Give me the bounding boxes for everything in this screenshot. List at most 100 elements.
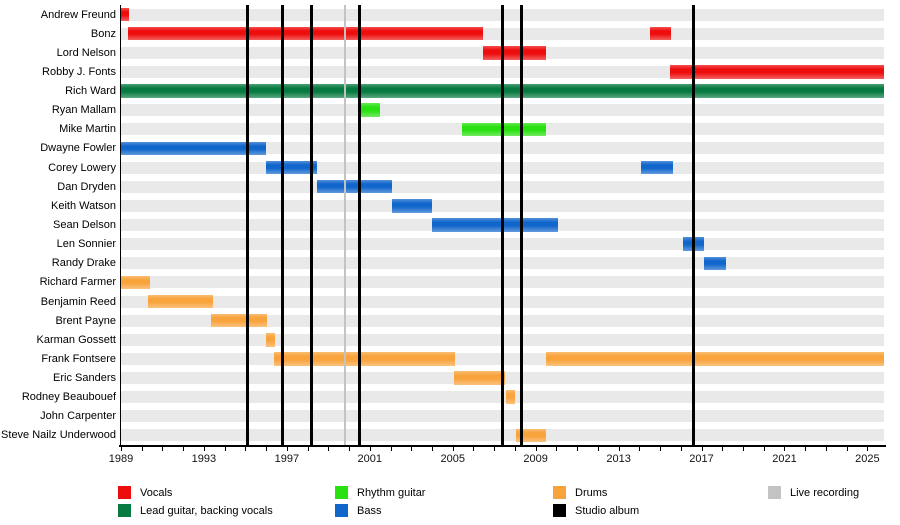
member-bar xyxy=(462,122,547,137)
legend-swatch xyxy=(553,504,566,517)
member-label: Brent Payne xyxy=(55,314,116,327)
axis-tick xyxy=(514,446,516,451)
member-bar xyxy=(505,390,515,404)
member-bar xyxy=(358,103,381,117)
axis-tick xyxy=(473,446,475,451)
member-bar xyxy=(121,141,267,156)
member-bar xyxy=(432,218,559,232)
studio-album-line xyxy=(245,5,249,445)
axis-tick xyxy=(162,446,164,451)
axis-tick xyxy=(825,446,827,451)
axis-tick xyxy=(141,446,143,451)
member-bar xyxy=(546,352,884,366)
axis-tick xyxy=(577,446,579,451)
legend-swatch xyxy=(768,486,781,499)
member-label: Frank Fontsere xyxy=(41,352,116,365)
legend-item: Drums xyxy=(553,486,763,500)
member-label: Randy Drake xyxy=(51,257,116,270)
axis-tick xyxy=(680,446,682,451)
member-bar xyxy=(649,26,672,41)
member-label: Eric Sanders xyxy=(53,372,116,385)
member-label: Karman Gossett xyxy=(36,333,116,346)
year-label: 2001 xyxy=(357,453,383,465)
legend-item: Studio album xyxy=(553,504,763,518)
studio-album-line xyxy=(501,5,504,445)
axis-tick xyxy=(432,446,433,451)
year-label: 2009 xyxy=(523,453,548,465)
axis-tick xyxy=(639,446,641,451)
axis-tick xyxy=(349,446,351,451)
live-recording-line xyxy=(343,5,347,445)
legend-label: Bass xyxy=(357,505,382,517)
member-bar xyxy=(391,199,432,213)
legend-swatch xyxy=(118,504,131,517)
axis-tick xyxy=(411,446,413,451)
axis-tick xyxy=(618,446,620,451)
member-bar xyxy=(453,371,505,385)
member-label: Lord Nelson xyxy=(56,46,116,59)
member-bar xyxy=(121,275,151,290)
legend-label: Drums xyxy=(575,487,608,499)
member-label: Dan Dryden xyxy=(57,180,116,193)
member-label: Dwayne Fowler xyxy=(40,142,116,155)
legend-item: Vocals xyxy=(118,486,328,500)
axis-tick xyxy=(597,446,599,451)
member-bar xyxy=(482,46,547,60)
member-bar xyxy=(316,179,392,194)
member-label: Steve Nailz Underwood xyxy=(1,429,116,442)
member-bar xyxy=(641,160,673,175)
axis-tick xyxy=(535,446,537,451)
axis-tick xyxy=(867,446,869,451)
legend-item: Bass xyxy=(335,504,545,518)
axis-tick xyxy=(203,446,205,451)
axis-tick xyxy=(369,446,371,451)
legend-swatch xyxy=(335,486,348,499)
axis-tick xyxy=(743,446,744,451)
axis-tick xyxy=(556,446,558,451)
axis-tick xyxy=(183,446,185,451)
legend-item: Rhythm guitar xyxy=(335,486,545,500)
year-label: 2005 xyxy=(440,453,465,465)
axis-tick xyxy=(805,446,807,451)
legend-item: Live recording xyxy=(768,486,900,500)
legend-label: Lead guitar, backing vocals xyxy=(140,505,273,517)
axis-tick xyxy=(245,446,247,451)
member-bar xyxy=(266,160,317,175)
axis-tick xyxy=(121,446,122,451)
year-label: 2013 xyxy=(606,453,631,465)
legend-label: Studio album xyxy=(575,505,640,517)
axis-tick xyxy=(452,446,454,451)
year-label: 2017 xyxy=(689,453,714,465)
member-label: Andrew Freund xyxy=(40,8,116,21)
legend-item: Lead guitar, backing vocals xyxy=(118,504,328,518)
x-axis-line xyxy=(119,445,886,447)
axis-tick xyxy=(494,446,496,451)
member-label: Rich Ward xyxy=(65,85,116,98)
member-label: Benjamin Reed xyxy=(40,295,116,308)
axis-tick xyxy=(763,446,765,451)
studio-album-line xyxy=(519,5,523,445)
member-label: Robby J. Fonts xyxy=(42,65,116,78)
studio-album-line xyxy=(357,5,361,445)
legend-swatch xyxy=(335,504,348,517)
member-bar xyxy=(274,352,455,366)
member-label: John Carpenter xyxy=(40,410,116,423)
studio-album-line xyxy=(281,5,285,445)
studio-album-line xyxy=(691,5,695,445)
axis-tick xyxy=(701,446,703,451)
member-label: Richard Farmer xyxy=(39,276,116,289)
member-label: Ryan Mallam xyxy=(51,104,116,117)
member-bar xyxy=(147,294,214,309)
year-label: 2025 xyxy=(855,453,880,465)
year-label: 1989 xyxy=(108,453,134,465)
axis-tick xyxy=(328,446,330,451)
member-label: Corey Lowery xyxy=(48,161,116,174)
y-axis-line xyxy=(119,5,121,445)
axis-tick xyxy=(722,446,724,451)
axis-tick xyxy=(390,446,392,451)
legend-label: Vocals xyxy=(140,487,173,499)
axis-tick xyxy=(846,446,848,451)
legend-swatch xyxy=(553,486,566,499)
year-label: 1997 xyxy=(274,453,300,465)
